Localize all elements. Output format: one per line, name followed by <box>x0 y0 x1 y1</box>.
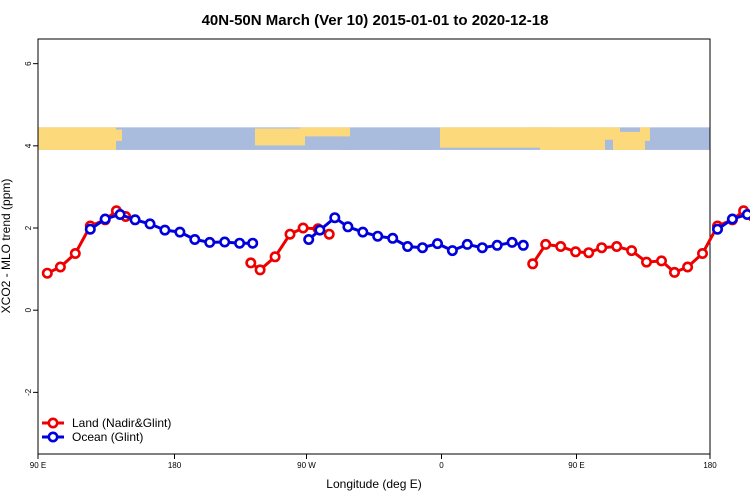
series-layer <box>41 205 750 279</box>
y-tick-label: 2 <box>24 225 33 230</box>
series-ocean-point <box>204 236 216 248</box>
series-ocean-point <box>726 213 738 225</box>
series-ocean-point <box>219 236 231 248</box>
series-ocean-point <box>517 239 529 251</box>
series-land-point <box>596 242 608 254</box>
series-ocean-point <box>741 209 750 220</box>
map-land <box>640 127 650 141</box>
x-axis-label: Longitude (deg E) <box>326 477 421 491</box>
series-ocean-point <box>234 237 246 249</box>
x-axis: 90 E 180 90 W 0 90 E 180 <box>30 454 717 470</box>
series-land-point <box>555 241 567 253</box>
series-ocean-point <box>247 237 259 249</box>
series-ocean-point <box>402 241 414 253</box>
series-ocean-point <box>372 230 384 242</box>
series-land-point <box>69 248 81 260</box>
series-land-point <box>640 256 652 268</box>
map-land <box>440 127 540 148</box>
y-tick-label: 4 <box>24 143 33 148</box>
series-land-point <box>611 241 623 253</box>
series-ocean-point <box>159 224 171 236</box>
x-tick-label: 180 <box>703 461 717 470</box>
series-land-point <box>696 248 708 260</box>
map-ocean <box>395 139 435 150</box>
series-land-point <box>583 247 595 259</box>
series-ocean-point <box>446 245 458 257</box>
series-land-point <box>269 251 281 263</box>
series-land-point <box>41 267 53 279</box>
legend-label-land: Land (Nadir&Glint) <box>72 416 171 430</box>
series-ocean-point <box>387 232 399 244</box>
series-land-point <box>682 261 694 273</box>
series-ocean-point <box>84 223 96 235</box>
x-tick-label: 90 E <box>568 461 584 470</box>
y-axis: -2 0 2 4 6 <box>24 61 38 396</box>
x-tick-label: 180 <box>168 461 182 470</box>
series-ocean-point <box>476 242 488 254</box>
series-land-point <box>626 245 638 257</box>
legend-item-land: Land (Nadir&Glint) <box>42 416 171 430</box>
map-ocean <box>340 137 355 150</box>
y-tick-label: 0 <box>24 307 33 312</box>
legend-item-ocean: Ocean (Glint) <box>42 430 143 444</box>
map-land <box>255 128 305 146</box>
series-ocean-point <box>129 214 141 226</box>
x-tick-label: 0 <box>439 461 444 470</box>
legend-swatch-land-marker <box>47 417 59 429</box>
y-tick-label: -2 <box>24 388 33 396</box>
y-axis-label: XCO2 - MLO trend (ppm) <box>0 179 13 314</box>
y-tick-label: 6 <box>24 61 33 66</box>
x-tick-label: 90 E <box>30 461 46 470</box>
legend-label-ocean: Ocean (Glint) <box>72 430 143 444</box>
series-ocean-point <box>357 226 369 238</box>
series-ocean-line <box>307 215 524 253</box>
legend-swatch-ocean-marker <box>47 431 59 443</box>
map-land <box>116 129 122 141</box>
series-land-point <box>245 257 257 269</box>
map-land <box>300 127 350 137</box>
series-land-point <box>54 261 66 273</box>
series-ocean-point <box>342 221 354 233</box>
series-land-point <box>527 258 539 270</box>
series-ocean-point <box>189 234 201 246</box>
series-ocean-point <box>303 234 315 246</box>
series-ocean-point <box>114 209 126 221</box>
x-tick-label: 90 W <box>297 461 316 470</box>
series-ocean-point <box>506 236 518 248</box>
series-land-point <box>668 266 680 278</box>
series-ocean-point <box>99 213 111 225</box>
map-land <box>615 131 645 150</box>
series-ocean-point <box>314 224 326 236</box>
series-land-point <box>297 222 309 234</box>
plot-frame <box>37 38 711 455</box>
chart-title: 40N-50N March (Ver 10) 2015-01-01 to 202… <box>202 12 549 29</box>
series-ocean-point <box>144 218 156 230</box>
series-ocean <box>84 209 750 257</box>
series-land-point <box>254 264 266 276</box>
series-land-point <box>323 228 335 240</box>
series-land-point <box>284 228 296 240</box>
series-ocean-point <box>329 212 341 224</box>
map-land <box>38 127 116 150</box>
series-ocean-point <box>491 239 503 251</box>
series-ocean-point <box>711 223 723 235</box>
map-ocean <box>605 139 613 150</box>
legend: Land (Nadir&Glint) Ocean (Glint) <box>42 416 171 444</box>
series-ocean-point <box>174 226 186 238</box>
map-land <box>540 127 620 150</box>
series-ocean-point <box>431 238 443 250</box>
series-land-point <box>540 238 552 250</box>
series-ocean-point <box>461 238 473 250</box>
series-land-point <box>570 246 582 258</box>
series-land-point <box>655 255 667 267</box>
world-map-strip <box>38 127 710 150</box>
series-ocean-point <box>416 242 428 254</box>
